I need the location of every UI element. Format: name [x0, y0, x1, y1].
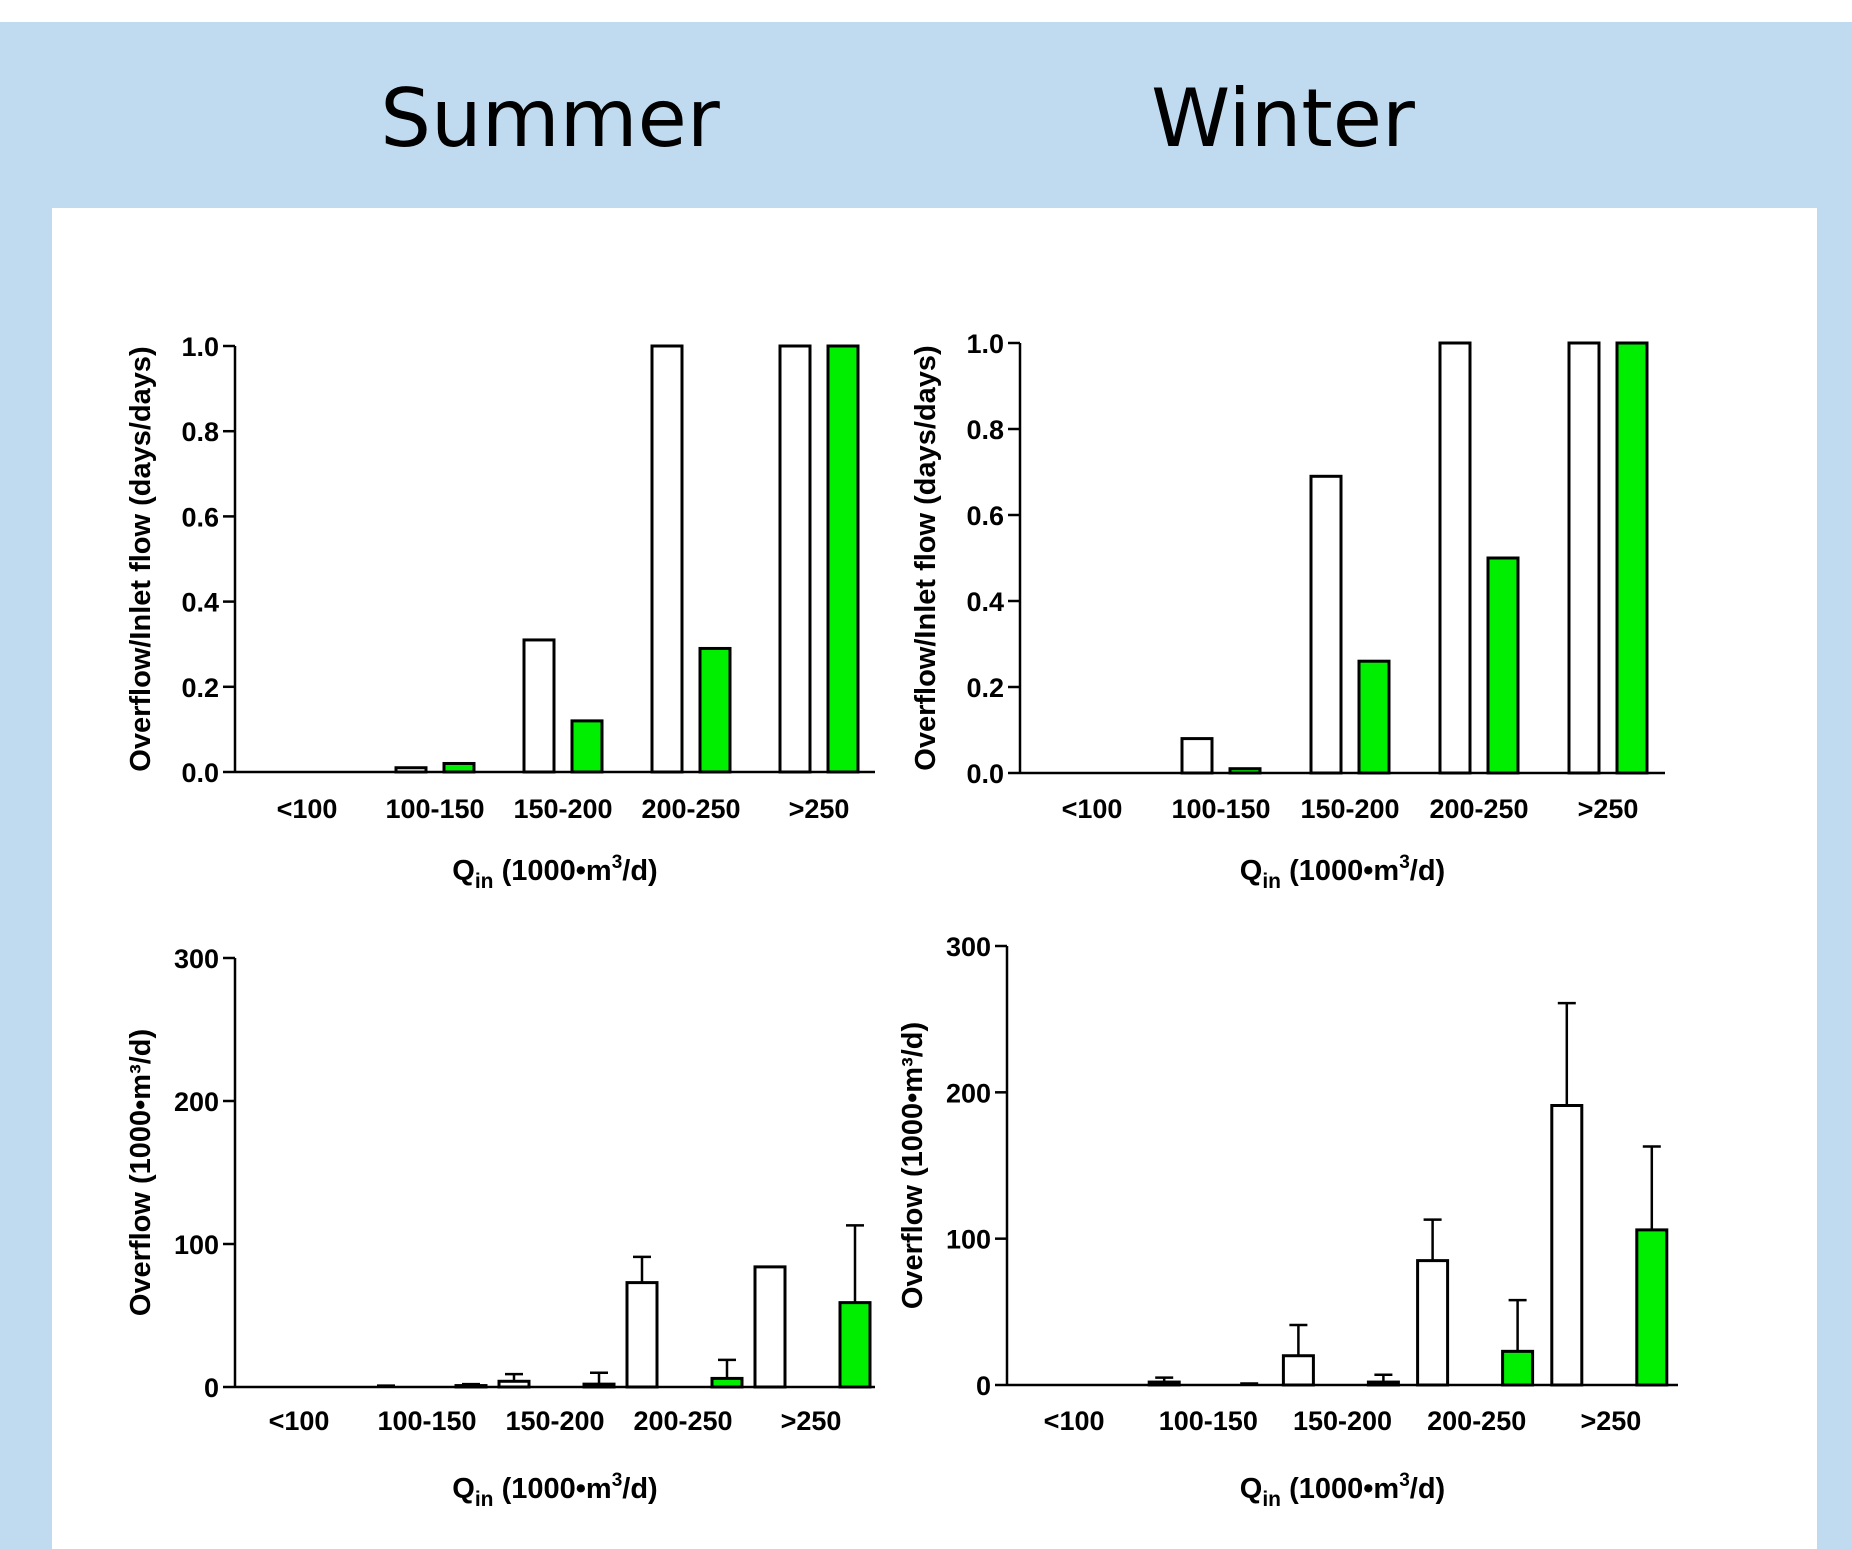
bar-series2-3	[698, 646, 732, 774]
y-tick-label: 0.8	[966, 415, 1004, 445]
bar-series2-4	[1615, 341, 1649, 775]
charts-svg: 0.0 0.2 0.4 0.6 0.8 1.0 <100 100-150 150-200 200-…	[125, 329, 1678, 1511]
y-axis-title: Overflow/Inlet flow (days/days)	[125, 346, 157, 771]
bar-series2-4	[1635, 1228, 1669, 1387]
y-tick-label: 200	[174, 1087, 219, 1117]
x-tick-label: <100	[277, 794, 338, 824]
y-tick-label: 0.2	[181, 673, 219, 703]
x-axis-title: Qin (1000•m3/d)	[1240, 1470, 1445, 1511]
y-tick-label: 0.0	[181, 758, 219, 788]
x-tick-label: >250	[789, 794, 850, 824]
x-tick-label: 150-200	[513, 794, 612, 824]
y-tick-label: 100	[174, 1230, 219, 1260]
y-tick-label: 0.6	[966, 501, 1004, 531]
x-tick-label: 200-250	[633, 1406, 732, 1436]
y-tick-label: 0	[204, 1373, 219, 1403]
bar-series1-3	[650, 344, 684, 774]
winter-header: Winter	[1151, 72, 1415, 165]
y-tick-label: 0.4	[181, 588, 219, 618]
bar-series2-2	[570, 719, 604, 774]
y-tick-label: 0.6	[181, 502, 219, 532]
x-tick-label: 150-200	[505, 1406, 604, 1436]
y-tick-label: 300	[174, 944, 219, 974]
x-tick-label: 150-200	[1293, 1406, 1392, 1436]
bar-series1-3	[625, 1281, 659, 1389]
y-tick-label: 200	[946, 1078, 991, 1108]
x-tick-label: 200-250	[1427, 1406, 1526, 1436]
bar-series1-4	[753, 1265, 787, 1389]
y-tick-label: 0.2	[966, 673, 1004, 703]
bar-series2-3	[1501, 1349, 1535, 1387]
bar-series2-4	[826, 344, 860, 774]
bar-series1-3	[1416, 1259, 1450, 1387]
bar-series1-2	[1281, 1354, 1315, 1387]
bar-series1-2	[522, 638, 556, 774]
bar-series1-4	[778, 344, 812, 774]
chart-1: 0.0 0.2 0.4 0.6 0.8 1.0 <100 100-150 150-200 200-…	[125, 332, 875, 893]
bar-series1-3	[1438, 341, 1472, 775]
x-tick-label: <100	[1062, 794, 1123, 824]
x-tick-label: >250	[1580, 1406, 1641, 1436]
x-axis-title: Qin (1000•m3/d)	[1240, 852, 1445, 893]
bar-series2-3	[710, 1376, 744, 1389]
y-tick-label: 0.0	[966, 759, 1004, 789]
y-axis-title: Overflow/Inlet flow (days/days)	[910, 345, 942, 770]
bar-series2-1	[442, 761, 476, 774]
x-tick-label: 150-200	[1300, 794, 1399, 824]
x-tick-label: 200-250	[1429, 794, 1528, 824]
y-tick-label: 0	[976, 1371, 991, 1401]
bar-series2-3	[1486, 556, 1520, 775]
x-tick-label: >250	[781, 1406, 842, 1436]
bar-series1-1	[1180, 737, 1214, 775]
x-axis-title: Qin (1000•m3/d)	[452, 1470, 657, 1511]
y-tick-label: 300	[946, 932, 991, 962]
bar-series2-2	[1357, 659, 1391, 775]
x-tick-label: 100-150	[377, 1406, 476, 1436]
chart-4: 0 100 200 300 <100 100-150 150-200 200-250 >250 Q…	[897, 932, 1678, 1511]
y-tick-label: 100	[946, 1225, 991, 1255]
bar-series1-4	[1550, 1104, 1584, 1387]
bar-series1-2	[1309, 474, 1343, 775]
y-axis-title: Overflow (1000•m³/d)	[897, 1022, 929, 1309]
x-tick-label: 100-150	[1171, 794, 1270, 824]
bar-series1-4	[1567, 341, 1601, 775]
y-axis-title: Overflow (1000•m³/d)	[125, 1029, 157, 1316]
x-tick-label: <100	[269, 1406, 330, 1436]
x-tick-label: >250	[1578, 794, 1639, 824]
y-tick-label: 1.0	[966, 329, 1004, 359]
bar-series2-4	[838, 1301, 872, 1389]
figure-frame: Summer Winter 0.0 0.2 0.4 0.6 0.8 1.0 <100 100-…	[0, 22, 1852, 1549]
x-tick-label: 100-150	[385, 794, 484, 824]
charts-panel: 0.0 0.2 0.4 0.6 0.8 1.0 <100 100-150 150-200 200-…	[52, 208, 1817, 1549]
chart-2: 0.0 0.2 0.4 0.6 0.8 1.0 <100 100-150 150-200 200-…	[910, 329, 1665, 893]
summer-header: Summer	[380, 72, 720, 165]
x-tick-label: 100-150	[1159, 1406, 1258, 1436]
x-tick-label: <100	[1044, 1406, 1105, 1436]
y-tick-label: 0.4	[966, 587, 1004, 617]
x-axis-title: Qin (1000•m3/d)	[452, 852, 657, 893]
x-tick-label: 200-250	[641, 794, 740, 824]
chart-3: 0 100 200 300 <100 100-150 150-200 200-250 >250 Q…	[125, 944, 875, 1511]
y-tick-label: 0.8	[181, 417, 219, 447]
y-tick-label: 1.0	[181, 332, 219, 362]
